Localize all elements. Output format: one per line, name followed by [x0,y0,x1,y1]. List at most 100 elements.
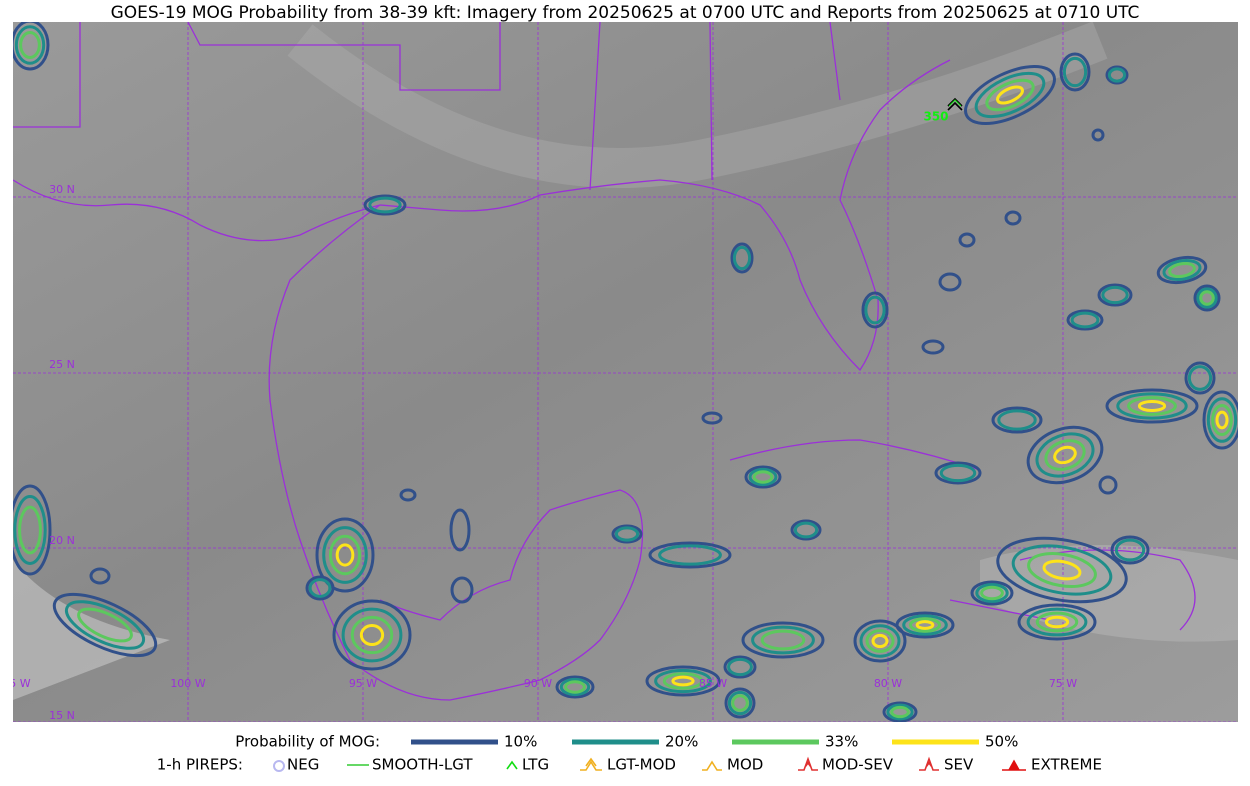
legend-icon [702,760,722,771]
contour [19,31,41,59]
contour [315,517,375,593]
contour [18,505,42,555]
contour [1206,397,1238,443]
contour [1044,439,1086,471]
contour [341,607,403,663]
contour [1184,361,1216,395]
contour [564,680,586,694]
contour [1091,128,1105,142]
contour [790,519,822,541]
contour [974,71,1046,119]
contour [305,575,335,601]
contour [359,623,385,647]
contour [658,544,722,566]
contour [938,272,962,292]
contour [1026,425,1104,485]
legend-icon [273,760,285,772]
contour [958,232,976,248]
legend-title: Probability of MOG: [235,733,380,751]
contour [1105,65,1129,85]
legend-label: SMOOTH-LGT [372,756,473,774]
contour [1211,403,1233,437]
contour [744,465,782,489]
contour [1196,287,1218,309]
legend-icon [1002,759,1026,771]
contour [751,625,815,655]
contour [861,291,889,329]
contour [308,578,332,598]
cloud-band [287,22,1108,188]
contour [1035,611,1079,633]
legend-label: MOD [727,756,763,774]
contour [853,619,907,663]
legend-label: LGT-MOD [607,756,676,774]
contour [1017,603,1097,641]
contour [1053,445,1077,465]
contour [996,536,1128,604]
lon-label: 85 W [699,677,727,690]
contour [934,461,982,485]
contour [748,467,778,487]
contour [997,409,1037,431]
contour [1110,535,1150,565]
contour [450,576,474,604]
contour [559,677,591,697]
contour [1097,283,1133,307]
contour [555,675,595,699]
contour [939,463,977,483]
pirep-icon [948,99,962,107]
contour [1066,309,1104,331]
contour [13,495,47,565]
contour [980,585,1004,601]
contour [970,580,1014,606]
contour [731,694,749,712]
contour [1026,607,1088,637]
contour [996,85,1024,105]
legend-label: MOD-SEV [822,756,894,774]
contour [64,600,146,650]
pirep-icon [947,97,963,111]
contour [1137,400,1167,412]
contour [1004,210,1022,226]
legend-label: SEV [944,756,974,774]
lon-label: 100 W [170,677,205,690]
contour [1101,285,1129,305]
contour [662,672,704,690]
contour [1062,56,1088,88]
contour [1215,410,1229,430]
contour [449,508,471,552]
contour [1127,396,1177,416]
contour [645,665,721,697]
contour [895,611,955,639]
lon-label: 95 W [349,677,377,690]
contour [363,194,407,216]
legend-icon [580,757,602,771]
contour [865,629,895,653]
contour [1105,388,1199,424]
contour [991,406,1043,434]
contour [985,78,1035,112]
contour [322,526,368,584]
contour [730,242,754,274]
lon-label: 75 W [1049,677,1077,690]
legend-label: 10% [504,733,537,751]
contour [760,629,806,651]
contour [1162,258,1202,282]
contour [723,655,757,679]
contour [890,705,910,719]
contour [89,567,111,585]
contour [886,703,914,721]
contour [1107,67,1127,83]
contour [13,22,50,71]
contour [13,484,52,576]
contour [1156,255,1208,285]
contour [752,470,774,484]
legend-icon [798,756,818,771]
lat-label: 25 N [49,358,75,371]
legend-title: 1-h PIREPS: [157,756,243,774]
contour [1116,392,1188,420]
contour [732,245,752,271]
legend-label: NEG [287,756,319,774]
legend-icon [506,760,518,770]
mog-contours [13,22,1238,722]
